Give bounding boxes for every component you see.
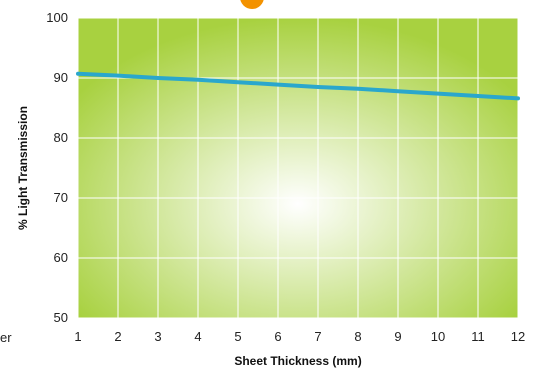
y-tick-label: 100 — [46, 10, 68, 25]
y-axis-ticks: 50 60 70 80 90 100 — [46, 10, 68, 325]
y-tick-label: 90 — [54, 70, 68, 85]
x-tick-label: 12 — [511, 329, 525, 344]
y-axis-title: % Light Transmission — [16, 106, 30, 230]
x-tick-label: 3 — [154, 329, 161, 344]
x-axis-ticks: 1 2 3 4 5 6 7 8 9 10 11 12 — [74, 329, 525, 344]
plot-area — [78, 18, 518, 318]
x-tick-label: 2 — [114, 329, 121, 344]
y-tick-label: 80 — [54, 130, 68, 145]
x-tick-label: 11 — [471, 329, 485, 344]
y-tick-label: 50 — [54, 310, 68, 325]
y-tick-label: 60 — [54, 250, 68, 265]
x-axis-title: Sheet Thickness (mm) — [234, 354, 361, 368]
x-tick-label: 6 — [274, 329, 281, 344]
x-tick-label: 10 — [431, 329, 445, 344]
grid-lines — [77, 17, 519, 319]
x-tick-label: 5 — [234, 329, 241, 344]
side-text-fragment: er — [0, 330, 12, 345]
series-line — [76, 71, 520, 101]
y-tick-label: 70 — [54, 190, 68, 205]
x-tick-label: 8 — [354, 329, 361, 344]
x-tick-label: 4 — [194, 329, 201, 344]
x-tick-label: 1 — [74, 329, 81, 344]
x-tick-label: 9 — [394, 329, 401, 344]
partial-marker — [240, 0, 264, 9]
x-tick-label: 7 — [314, 329, 321, 344]
series-marks — [76, 71, 520, 101]
